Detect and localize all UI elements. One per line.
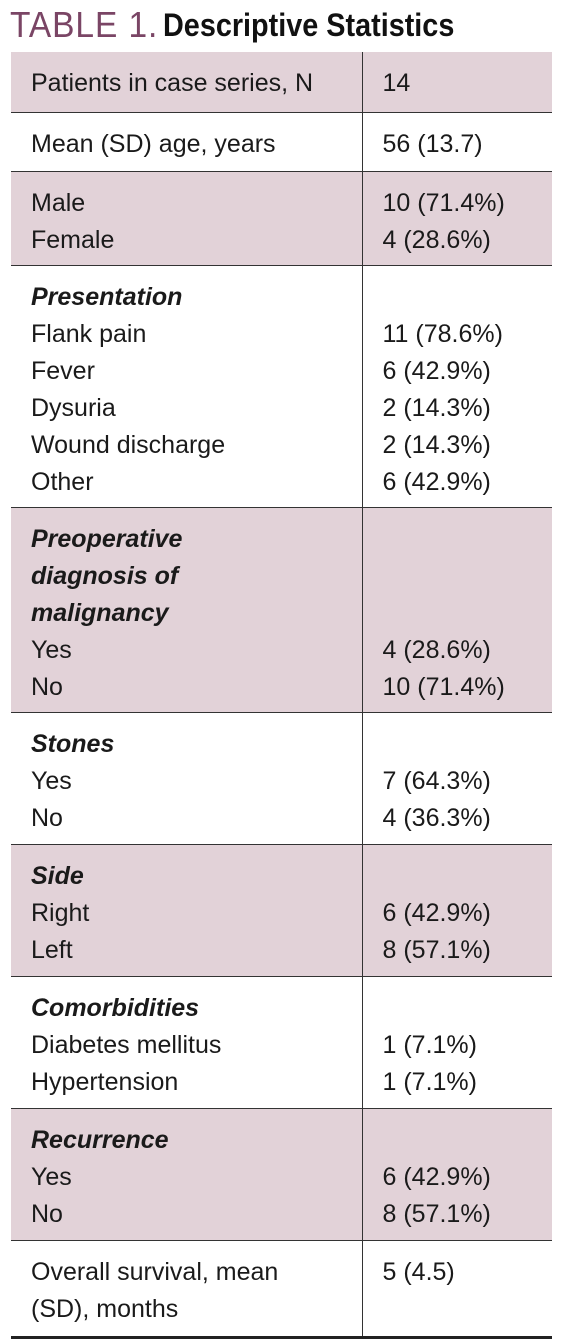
row-value: 10 (71.4%) 4 (28.6%) [362, 170, 552, 265]
table-row-side: Side Right Left 6 (42.9%) 8 (57.1%) [11, 843, 552, 976]
table-row-survival: Overall survival, mean (SD), months 5 (4… [11, 1239, 552, 1339]
table-row-stones: Stones Yes No 7 (64.3%) 4 (36.3%) [11, 711, 552, 844]
row-label: Comorbidities Diabetes mellitus Hyperten… [11, 975, 363, 1108]
table-row-presentation: Presentation Flank pain Fever Dysuria Wo… [11, 264, 552, 507]
descriptive-statistics-table: Patients in case series, N 14 Mean (SD) … [11, 52, 552, 1339]
table-row-preoperative: Preoperative diagnosis of malignancy Yes… [11, 506, 552, 712]
row-value: 6 (42.9%) 8 (57.1%) [362, 1107, 552, 1240]
row-label: Mean (SD) age, years [11, 111, 363, 171]
row-value: 14 [362, 52, 552, 112]
row-label: Presentation Flank pain Fever Dysuria Wo… [11, 264, 363, 507]
table-row-patients: Patients in case series, N 14 [11, 52, 552, 112]
row-label: Preoperative diagnosis of malignancy Yes… [11, 506, 363, 712]
row-label: Recurrence Yes No [11, 1107, 363, 1240]
table-title: TABLE 1. Descriptive Statistics [10, 2, 487, 48]
row-value: 56 (13.7) [362, 111, 552, 171]
section-header: diagnosis of [31, 561, 179, 590]
row-label: Patients in case series, N [11, 52, 363, 112]
section-header: Recurrence [31, 1125, 169, 1154]
row-value: 7 (64.3%) 4 (36.3%) [362, 711, 552, 844]
row-label: Side Right Left [11, 843, 363, 976]
table-row-recurrence: Recurrence Yes No 6 (42.9%) 8 (57.1%) [11, 1107, 552, 1240]
table-row-comorbidities: Comorbidities Diabetes mellitus Hyperten… [11, 975, 552, 1108]
table-row-age: Mean (SD) age, years 56 (13.7) [11, 111, 552, 171]
table-number: TABLE 1. [10, 4, 159, 45]
row-value: 1 (7.1%) 1 (7.1%) [362, 975, 552, 1108]
row-value: 5 (4.5) [362, 1239, 552, 1339]
section-header: malignancy [31, 598, 169, 627]
section-header: Stones [31, 729, 115, 758]
row-label: Overall survival, mean (SD), months [11, 1239, 363, 1339]
row-value: 6 (42.9%) 8 (57.1%) [362, 843, 552, 976]
table-caption: Descriptive Statistics [163, 6, 455, 43]
section-header: Preoperative [31, 524, 183, 553]
section-header: Side [31, 861, 84, 890]
row-label: Stones Yes No [11, 711, 363, 844]
row-value: 4 (28.6%) 10 (71.4%) [362, 506, 552, 712]
table-row-sex: Male Female 10 (71.4%) 4 (28.6%) [11, 170, 552, 265]
row-label: Male Female [11, 170, 363, 265]
section-header: Comorbidities [31, 993, 200, 1022]
row-value: 11 (78.6%) 6 (42.9%) 2 (14.3%) 2 (14.3%)… [362, 264, 552, 507]
section-header: Presentation [31, 282, 183, 311]
